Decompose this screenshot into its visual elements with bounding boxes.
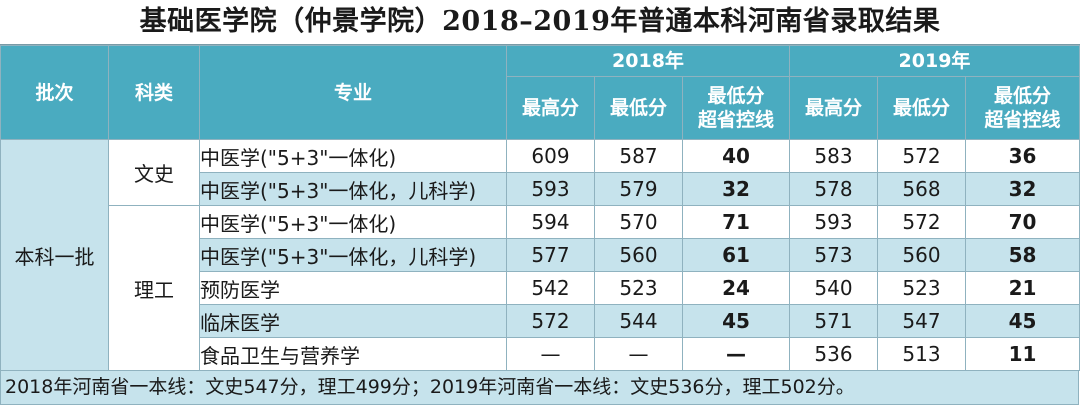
max-2018-cell: — xyxy=(506,337,595,371)
header-category: 科类 xyxy=(108,45,200,140)
max-2019-cell: 593 xyxy=(789,205,878,239)
major-cell: 食品卫生与营养学 xyxy=(199,337,507,371)
table-row: 中医学("5+3"一体化，儿科学) 593 579 32 578 568 32 xyxy=(1,172,1080,206)
max-2018-cell: 572 xyxy=(506,304,595,338)
header-year-2019: 2019年 xyxy=(789,45,1080,77)
over-line-2018-cell: 45 xyxy=(682,304,790,338)
over-line-2019-cell: 45 xyxy=(965,304,1080,338)
table-row: 本科一批 文史 中医学("5+3"一体化) 609 587 40 583 572… xyxy=(0,139,1080,371)
min-2018-cell: 570 xyxy=(594,205,683,239)
major-cell: 中医学("5+3"一体化) xyxy=(199,205,507,239)
table-row: 临床医学 572 544 45 571 547 45 xyxy=(1,304,1080,338)
min-2019-cell: 572 xyxy=(877,139,966,173)
header-year-2018: 2018年 xyxy=(506,45,790,77)
over-line-2018-cell: 71 xyxy=(682,205,790,239)
header-over-line-line2: 超省控线 xyxy=(697,109,774,131)
header-2019-max: 最高分 xyxy=(789,76,878,140)
category-cell-liberal: 文史 xyxy=(108,139,200,206)
header-2018-max: 最高分 xyxy=(506,76,595,140)
over-line-2018-cell: — xyxy=(682,337,790,371)
min-2018-cell: 523 xyxy=(594,271,683,305)
max-2019-cell: 571 xyxy=(789,304,878,338)
min-2019-cell: 547 xyxy=(877,304,966,338)
min-2019-cell: 513 xyxy=(877,337,966,371)
min-2019-cell: 523 xyxy=(877,271,966,305)
major-cell: 中医学("5+3"一体化，儿科学) xyxy=(199,172,507,206)
admission-results-table: 批次 科类 专业 2018年 2019年 最高分 最低分 最低分 超省控线 最高… xyxy=(0,45,1080,371)
table-title: 基础医学院（仲景学院）2018–2019年普通本科河南省录取结果 xyxy=(0,0,1080,45)
min-2018-cell: 587 xyxy=(594,139,683,173)
header-2018-over-line: 最低分 超省控线 xyxy=(682,76,790,140)
table-row: 中医学("5+3"一体化，儿科学) 577 560 61 573 560 58 xyxy=(1,238,1080,272)
over-line-2019-cell: 58 xyxy=(965,238,1080,272)
min-2019-cell: 572 xyxy=(877,205,966,239)
over-line-2019-cell: 70 xyxy=(965,205,1080,239)
over-line-2019-cell: 11 xyxy=(965,337,1080,371)
header-2019-over-line: 最低分 超省控线 xyxy=(965,76,1080,140)
max-2019-cell: 583 xyxy=(789,139,878,173)
major-cell: 中医学("5+3"一体化) xyxy=(199,139,507,173)
min-2018-cell: 560 xyxy=(594,238,683,272)
max-2019-cell: 578 xyxy=(789,172,878,206)
table-body: 本科一批 文史 中医学("5+3"一体化) 609 587 40 583 572… xyxy=(0,139,1080,371)
over-line-2018-cell: 61 xyxy=(682,238,790,272)
max-2018-cell: 594 xyxy=(506,205,595,239)
header-2019-min: 最低分 xyxy=(877,76,966,140)
max-2018-cell: 593 xyxy=(506,172,595,206)
header-over-line-line1: 最低分 xyxy=(993,85,1051,107)
over-line-2019-cell: 36 xyxy=(965,139,1080,173)
over-line-2018-cell: 32 xyxy=(682,172,790,206)
over-line-2019-cell: 32 xyxy=(965,172,1080,206)
table-header: 批次 科类 专业 2018年 2019年 最高分 最低分 最低分 超省控线 最高… xyxy=(0,45,1080,140)
header-2018-min: 最低分 xyxy=(594,76,683,140)
major-cell: 预防医学 xyxy=(199,271,507,305)
header-major: 专业 xyxy=(199,45,507,140)
table-row: 理工 中医学("5+3"一体化) 594 570 71 593 572 70 xyxy=(1,205,1080,371)
major-cell: 中医学("5+3"一体化，儿科学) xyxy=(199,238,507,272)
header-batch: 批次 xyxy=(0,45,109,140)
over-line-2019-cell: 21 xyxy=(965,271,1080,305)
max-2019-cell: 536 xyxy=(789,337,878,371)
max-2018-cell: 542 xyxy=(506,271,595,305)
header-over-line-line1: 最低分 xyxy=(707,85,765,107)
over-line-2018-cell: 24 xyxy=(682,271,790,305)
min-2018-cell: 579 xyxy=(594,172,683,206)
table-row: 食品卫生与营养学 — — — 536 513 11 xyxy=(1,337,1080,371)
batch-cell: 本科一批 xyxy=(0,139,109,371)
min-2019-cell: 560 xyxy=(877,238,966,272)
min-2019-cell: 568 xyxy=(877,172,966,206)
header-over-line-line2: 超省控线 xyxy=(984,109,1061,131)
footnote: 2018年河南省一本线：文史547分，理工499分；2019年河南省一本线：文史… xyxy=(0,371,1079,405)
min-2018-cell: — xyxy=(594,337,683,371)
min-2018-cell: 544 xyxy=(594,304,683,338)
max-2018-cell: 577 xyxy=(506,238,595,272)
major-cell: 临床医学 xyxy=(199,304,507,338)
max-2018-cell: 609 xyxy=(506,139,595,173)
max-2019-cell: 540 xyxy=(789,271,878,305)
max-2019-cell: 573 xyxy=(789,238,878,272)
category-cell-science: 理工 xyxy=(108,205,200,371)
over-line-2018-cell: 40 xyxy=(682,139,790,173)
